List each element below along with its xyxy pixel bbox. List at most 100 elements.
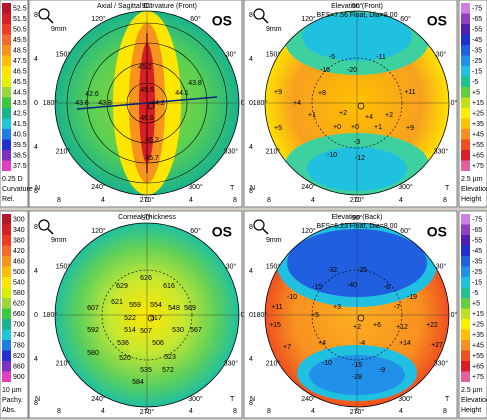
map-value: +0 [333,124,341,131]
scale-label: -15 [472,279,482,286]
scale-footer: 2.5 µm [461,387,483,394]
x-tick-label: 4 [189,408,193,415]
y-tick-label: 8 [34,224,38,231]
scale-label: 50.5 [13,26,27,33]
scale-swatch [461,160,470,171]
scale-label: 42.5 [13,110,27,117]
scale-label: 47.5 [13,58,27,65]
map-value: +4 [365,114,373,121]
angle-label: 30° [436,262,447,270]
map-value: -15 [352,362,362,369]
angle-label: 210° [56,147,71,155]
scale-swatch [2,256,11,267]
scale-label: +45 [472,131,484,138]
x-tick-label: 0 [355,408,359,415]
scale-footer: 2.5 µm [461,176,483,183]
map-value: +5 [274,125,282,132]
corneal-map [265,11,449,195]
color-scale: 52.5 51.5 50.5 49.5 48.5 47.5 46.5 45.5 44.5 43.5… [0,0,33,208]
panel-title: Elevation (Front) [331,3,383,10]
scale-label: +65 [472,152,484,159]
angle-label: 270° [350,196,365,204]
map-value: +9 [406,125,414,132]
zoom-icon[interactable] [253,8,265,20]
scale-swatch [461,13,470,24]
map-value: 506 [152,340,164,347]
map-panel: -75 -65 -55 -45 -35 -25 -15 -5 +5 +15 +25 +35 +45 +55… [243,0,487,208]
map-value: 45.5 [140,87,154,94]
scale-swatch [2,45,11,56]
zoom-icon-handle [47,228,54,235]
scale-label: 40.5 [13,131,27,138]
pupil-center [357,102,365,110]
map-value: -25 [357,267,367,274]
scale-swatch [2,160,11,171]
scale-swatch [2,129,11,140]
scale-swatch [2,277,11,288]
map-value: -40 [347,282,357,289]
scale-label: +65 [472,363,484,370]
y-tick-label: 4 [249,356,253,363]
angle-label: 60° [190,15,201,23]
map-value: +1 [308,112,316,119]
map-value: 616 [163,283,175,290]
scale-label: -35 [472,258,482,265]
scale-swatch [2,350,11,361]
scale-swatch [2,340,11,351]
scale-swatch [461,340,470,351]
scale-label: 500 [13,269,25,276]
zoom-icon[interactable] [38,8,50,20]
zoom-icon[interactable] [253,219,265,231]
angle-label: 270° [140,196,155,204]
scale-label: +45 [472,342,484,349]
angle-label: 90° [352,214,363,222]
scale-swatch [461,139,470,150]
map-value: +8 [318,90,326,97]
scale-swatch [2,150,11,161]
scale-swatch [461,245,470,256]
angle-label: 210° [266,147,281,155]
angle-label: 30° [226,50,237,58]
scale-label: +25 [472,321,484,328]
scale-swatch [461,214,470,225]
map-value: -6 [384,284,390,291]
x-tick-label: 4 [189,197,193,204]
scale-swatch [2,298,11,309]
scale-label: 660 [13,311,25,318]
scale-footer: 10 µm [2,387,22,394]
scale-swatch [2,361,11,372]
map-value: -12 [355,155,365,162]
scale-label: -55 [472,26,482,33]
scale-swatch [461,308,470,319]
zoom-icon-handle [262,17,269,24]
map-value: +2 [353,324,361,331]
scale-label: +25 [472,110,484,117]
map-value: +27 [431,342,443,349]
scale-label: -65 [472,16,482,23]
y-tick-label: 0 [34,100,38,107]
zoom-icon[interactable] [38,219,50,231]
y-tick-label: 4 [249,268,253,275]
map-value: +5 [311,312,319,319]
scale-label: -5 [472,290,478,297]
eye-label: OS [427,224,447,240]
zoom-label: 9mm [51,237,67,244]
angle-label: 90° [142,214,153,222]
scale-label: 580 [13,290,25,297]
scale-label: 460 [13,258,25,265]
color-scale: -75 -65 -55 -45 -35 -25 -15 -5 +5 +15 +25 +35 +45 +55… [458,210,487,419]
nasal-label: N [250,396,255,403]
scale-footer: Height [461,407,481,414]
scale-label: +55 [472,142,484,149]
map-value: 607 [87,305,99,312]
map-value: 621 [111,299,123,306]
map-border [54,10,240,196]
scale-swatch [461,34,470,45]
angle-label: 60° [400,227,411,235]
scale-swatch [2,3,11,14]
corneal-map [265,223,449,407]
scale-footer: Pachy. [2,397,23,404]
map-value: +0 [351,124,359,131]
map-border [264,222,450,408]
scale-label: +35 [472,121,484,128]
